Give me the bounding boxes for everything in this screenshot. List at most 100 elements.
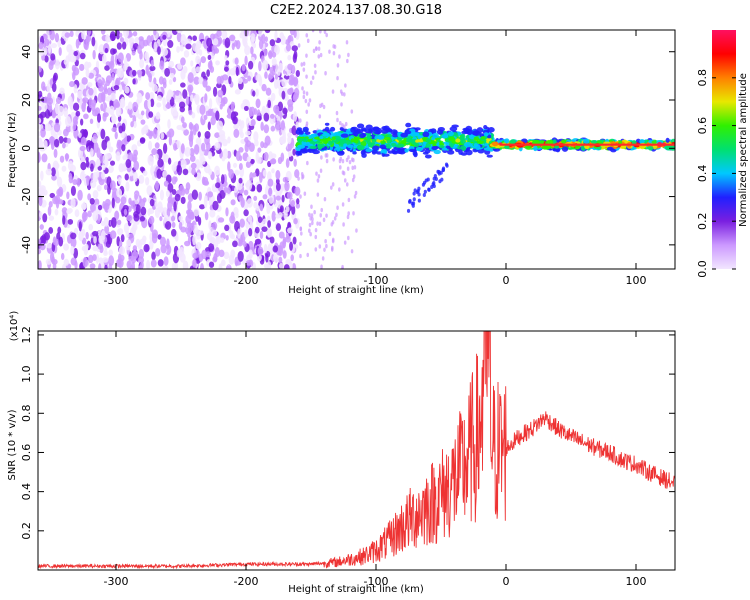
- heatmap-cell: [192, 234, 197, 246]
- heatmap-cell: [245, 130, 251, 136]
- heatmap-cell: [305, 109, 309, 115]
- heatmap-cell: [239, 131, 244, 139]
- heatmap-cell: [282, 176, 289, 183]
- heatmap-cell: [221, 74, 229, 81]
- heatmap-cell: [143, 244, 150, 253]
- heatmap-cell: [40, 170, 44, 181]
- heatmap-cell: [200, 262, 204, 269]
- heatmap-cell: [422, 192, 426, 197]
- heatmap-cell: [441, 147, 448, 151]
- heatmap-cell: [299, 194, 302, 199]
- heatmap-cell: [249, 220, 254, 231]
- heatmap-cell: [105, 34, 110, 43]
- heatmap-cell: [66, 44, 73, 53]
- heatmap-cell: [301, 86, 304, 91]
- heatmap-cell: [319, 30, 322, 34]
- heatmap-cell: [73, 247, 79, 259]
- heatmap-cell: [277, 212, 283, 218]
- heatmap-cell: [307, 102, 310, 107]
- heatmap-cell: [424, 149, 431, 154]
- heatmap-cell: [230, 211, 235, 221]
- heatmap-cell: [151, 251, 156, 261]
- heatmap-cell: [277, 156, 283, 165]
- x-tick-label: -100: [364, 575, 389, 588]
- heatmap-cell: [242, 258, 247, 265]
- heatmap-cell: [124, 173, 129, 181]
- heatmap-cell: [190, 212, 195, 220]
- heatmap-cell: [220, 237, 225, 243]
- heatmap-cell: [404, 148, 409, 153]
- heatmap-cell: [305, 74, 308, 79]
- heatmap-cell: [201, 142, 206, 152]
- heatmap-cell: [256, 183, 263, 193]
- heatmap-cell: [90, 163, 94, 172]
- heatmap-cell: [294, 169, 300, 179]
- heatmap-cell: [180, 34, 187, 46]
- heatmap-cell: [447, 131, 454, 137]
- heatmap-cell: [92, 190, 99, 199]
- heatmap-cell: [336, 205, 339, 210]
- heatmap-cell: [215, 182, 221, 189]
- heatmap-cell: [124, 57, 128, 67]
- heatmap-cell: [342, 171, 346, 176]
- heatmap-cell: [439, 144, 445, 149]
- heatmap-cell: [298, 152, 303, 156]
- heatmap-cell: [140, 261, 144, 269]
- heatmap-cell: [104, 264, 108, 269]
- heatmap-cell: [293, 92, 299, 100]
- heatmap-cell: [283, 209, 288, 220]
- heatmap-cell: [325, 213, 328, 218]
- heatmap-cell: [317, 54, 321, 59]
- heatmap-cell: [67, 218, 74, 225]
- heatmap-cell: [253, 195, 258, 202]
- heatmap-cell: [75, 110, 81, 117]
- heatmap-cell: [345, 40, 349, 45]
- heatmap-cell: [185, 43, 192, 50]
- heatmap-cell: [167, 94, 172, 100]
- heatmap-cell: [199, 104, 206, 116]
- heatmap-cell: [436, 129, 444, 135]
- heatmap-cell: [302, 94, 306, 100]
- heatmap-cell: [81, 211, 88, 222]
- heatmap-cell: [332, 157, 335, 162]
- heatmap-cell: [72, 71, 76, 81]
- heatmap-cell: [53, 138, 60, 148]
- heatmap-cell: [136, 69, 143, 75]
- heatmap-cell: [405, 122, 412, 128]
- heatmap-cell: [347, 235, 350, 241]
- heatmap-cell: [218, 263, 223, 269]
- heatmap-cell: [413, 188, 417, 193]
- heatmap-cell: [299, 241, 302, 247]
- heatmap-cell: [85, 68, 90, 78]
- heatmap-cell: [208, 199, 213, 206]
- x-tick-label: -100: [364, 274, 389, 287]
- heatmap-cell: [311, 217, 314, 222]
- heatmap-cell: [134, 36, 140, 45]
- heatmap-cell: [162, 170, 168, 178]
- heatmap-cell: [171, 221, 176, 229]
- heatmap-cell: [250, 46, 254, 55]
- heatmap-cell: [287, 141, 293, 151]
- heatmap-cell: [248, 60, 254, 70]
- heatmap-cell: [175, 90, 180, 96]
- heatmap-cell: [361, 152, 367, 158]
- heatmap-cell: [70, 257, 77, 266]
- heatmap-cell: [228, 169, 235, 179]
- heatmap-cell: [282, 107, 288, 115]
- heatmap-cell: [81, 102, 86, 113]
- y-tick-label: -40: [20, 236, 33, 254]
- heatmap-cell: [226, 187, 231, 195]
- heatmap-cell: [317, 143, 325, 149]
- heatmap-cell: [219, 190, 226, 200]
- heatmap-cell: [77, 90, 83, 100]
- heatmap-cell: [102, 164, 106, 171]
- heatmap-cell: [347, 211, 350, 216]
- heatmap-cell: [190, 162, 197, 170]
- heatmap-cell: [356, 128, 361, 135]
- heatmap-cell: [338, 158, 342, 164]
- heatmap-cell: [379, 144, 387, 149]
- heatmap-cell: [41, 102, 48, 112]
- heatmap-cell: [166, 131, 171, 138]
- heatmap-cell: [134, 193, 139, 200]
